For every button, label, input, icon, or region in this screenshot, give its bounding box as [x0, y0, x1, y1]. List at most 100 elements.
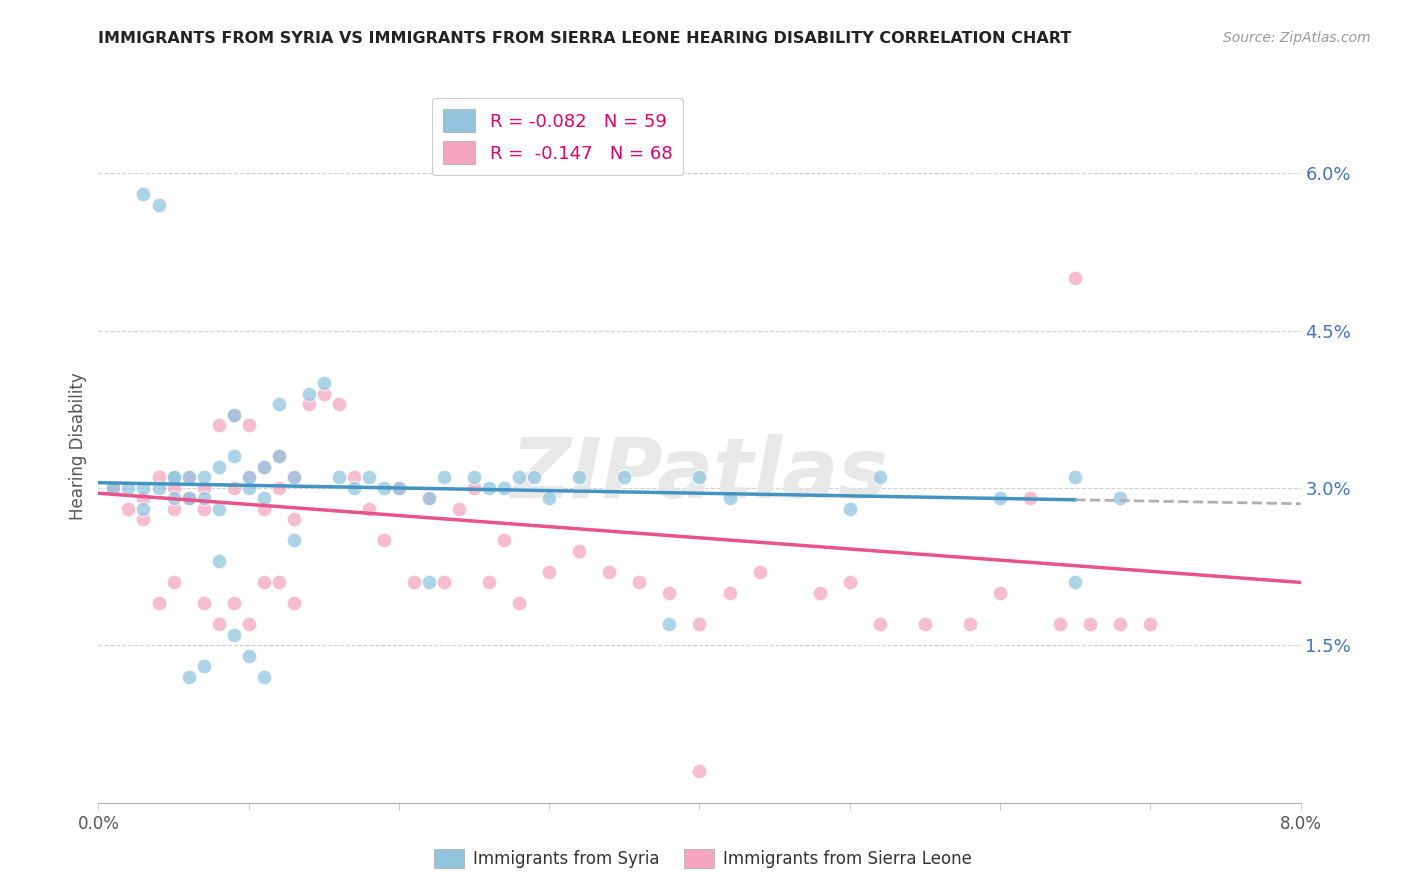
Point: [193, 481, 215, 495]
Point: [598, 565, 620, 579]
Point: [838, 502, 860, 516]
Point: [238, 617, 260, 632]
Point: [1049, 617, 1071, 632]
Point: [298, 386, 321, 401]
Point: [148, 470, 170, 484]
Point: [658, 617, 681, 632]
Point: [312, 376, 335, 390]
Point: [508, 470, 530, 484]
Point: [914, 617, 936, 632]
Point: [267, 481, 290, 495]
Point: [162, 470, 184, 484]
Point: [373, 533, 395, 548]
Point: [222, 596, 245, 610]
Point: [343, 481, 366, 495]
Point: [283, 512, 305, 526]
Point: [222, 408, 245, 422]
Point: [328, 397, 350, 411]
Point: [103, 481, 125, 495]
Point: [162, 470, 184, 484]
Point: [177, 491, 200, 506]
Point: [538, 491, 561, 506]
Point: [508, 596, 530, 610]
Point: [283, 470, 305, 484]
Point: [238, 470, 260, 484]
Point: [328, 470, 350, 484]
Point: [628, 575, 651, 590]
Point: [388, 481, 411, 495]
Point: [568, 544, 591, 558]
Point: [959, 617, 981, 632]
Point: [1064, 470, 1087, 484]
Point: [253, 460, 276, 475]
Point: [718, 491, 741, 506]
Y-axis label: Hearing Disability: Hearing Disability: [69, 372, 87, 520]
Point: [463, 481, 485, 495]
Point: [283, 470, 305, 484]
Point: [312, 386, 335, 401]
Point: [222, 481, 245, 495]
Point: [193, 502, 215, 516]
Text: ZIPatlas: ZIPatlas: [510, 434, 889, 515]
Point: [238, 417, 260, 432]
Point: [132, 491, 155, 506]
Point: [433, 470, 456, 484]
Point: [253, 491, 276, 506]
Point: [177, 470, 200, 484]
Point: [1064, 271, 1087, 285]
Point: [177, 470, 200, 484]
Point: [568, 470, 591, 484]
Point: [117, 502, 139, 516]
Point: [267, 450, 290, 464]
Point: [748, 565, 770, 579]
Point: [193, 491, 215, 506]
Point: [343, 470, 366, 484]
Point: [357, 502, 380, 516]
Point: [208, 617, 231, 632]
Point: [267, 397, 290, 411]
Point: [538, 565, 561, 579]
Point: [418, 491, 440, 506]
Point: [222, 408, 245, 422]
Point: [162, 502, 184, 516]
Point: [117, 481, 139, 495]
Point: [988, 586, 1011, 600]
Point: [177, 491, 200, 506]
Point: [388, 481, 411, 495]
Point: [478, 481, 501, 495]
Point: [238, 470, 260, 484]
Legend: R = -0.082   N = 59, R =  -0.147   N = 68: R = -0.082 N = 59, R = -0.147 N = 68: [432, 98, 683, 176]
Point: [208, 417, 231, 432]
Point: [208, 460, 231, 475]
Point: [1109, 491, 1132, 506]
Point: [494, 481, 516, 495]
Point: [869, 470, 891, 484]
Point: [132, 512, 155, 526]
Point: [447, 502, 470, 516]
Point: [253, 575, 276, 590]
Text: Source: ZipAtlas.com: Source: ZipAtlas.com: [1223, 31, 1371, 45]
Point: [689, 470, 711, 484]
Point: [222, 628, 245, 642]
Point: [267, 575, 290, 590]
Point: [1109, 617, 1132, 632]
Point: [988, 491, 1011, 506]
Point: [162, 491, 184, 506]
Point: [613, 470, 636, 484]
Point: [494, 533, 516, 548]
Point: [193, 659, 215, 673]
Point: [177, 670, 200, 684]
Point: [208, 554, 231, 568]
Point: [1019, 491, 1042, 506]
Point: [193, 470, 215, 484]
Point: [298, 397, 321, 411]
Point: [193, 596, 215, 610]
Point: [418, 575, 440, 590]
Point: [523, 470, 546, 484]
Text: IMMIGRANTS FROM SYRIA VS IMMIGRANTS FROM SIERRA LEONE HEARING DISABILITY CORRELA: IMMIGRANTS FROM SYRIA VS IMMIGRANTS FROM…: [98, 31, 1071, 46]
Point: [148, 596, 170, 610]
Point: [433, 575, 456, 590]
Point: [1078, 617, 1101, 632]
Point: [478, 575, 501, 590]
Point: [132, 187, 155, 202]
